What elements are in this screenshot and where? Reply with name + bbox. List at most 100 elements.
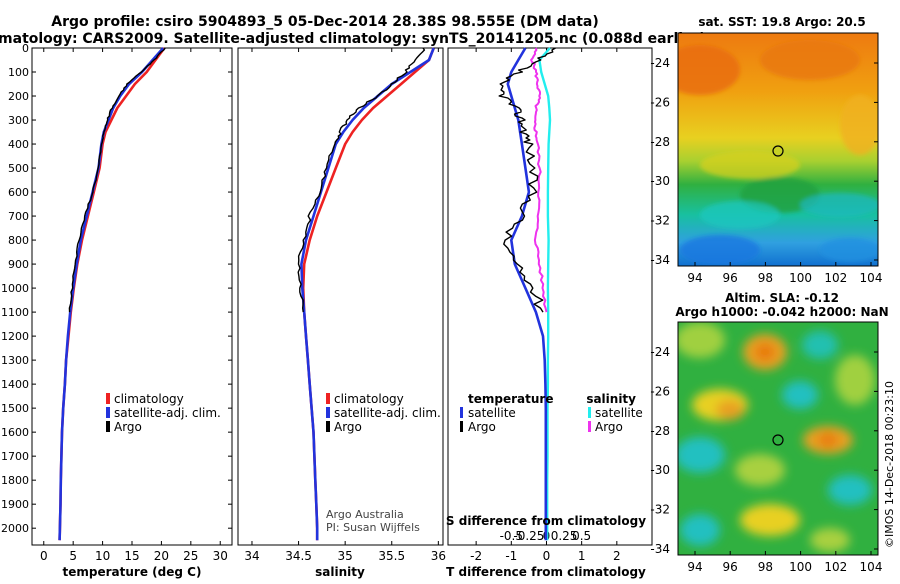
lat-tick-label: -26 xyxy=(650,384,670,398)
legend-swatch-argo xyxy=(106,421,110,432)
difference-panel: -2 -1 0 1 2-0.5-0.250 0.250.5 T difference fr… xyxy=(446,47,653,579)
legend-label-argo: Argo xyxy=(334,420,362,434)
lon-tick-label: 96 xyxy=(723,271,738,285)
lon-tick-label: 96 xyxy=(723,560,738,574)
depth-tick-label: 1700 xyxy=(1,450,29,463)
temp-satellite-line xyxy=(58,47,165,541)
lat-tick-label: -24 xyxy=(650,345,670,359)
depth-tick-label: 1100 xyxy=(1,306,29,319)
lat-tick-label: -34 xyxy=(650,253,670,267)
title-line-1: Argo profile: csiro 5904893_5 05-Dec-201… xyxy=(51,14,598,30)
x2-tick-label: -0.5 xyxy=(500,529,523,543)
x-tick-label: 35 xyxy=(338,549,353,563)
depth-tick-label: 600 xyxy=(8,186,29,199)
temperature-axes-frame xyxy=(31,47,233,546)
x-tick-label: 36 xyxy=(431,549,446,563)
lon-tick-label: 104 xyxy=(860,271,883,285)
diff-salinity-argo-line xyxy=(530,47,548,313)
legend-label-satellite: satellite-adj. clim. xyxy=(334,406,441,420)
lon-tick-label: 102 xyxy=(824,560,847,574)
difference-legend: temperature satellite Argo salinity sate… xyxy=(460,392,643,434)
difference-series xyxy=(498,47,556,541)
legend-label-argo: Argo xyxy=(114,420,142,434)
depth-tick-label: 1400 xyxy=(1,378,29,391)
lat-tick-label: -24 xyxy=(650,56,670,70)
salinity-legend: climatology satellite-adj. clim. Argo xyxy=(326,392,441,434)
sst-map: sat. SST: 19.8 Argo: 20.5 -24 -26 -28 -30 -3… xyxy=(650,15,882,285)
depth-tick-label: 100 xyxy=(8,66,29,79)
lat-tick-label: -34 xyxy=(650,542,670,556)
depth-tick-label: 500 xyxy=(8,162,29,175)
x-tick-label: -2 xyxy=(470,549,482,563)
x-tick-label: 10 xyxy=(95,549,110,563)
legend-salinity-title: salinity xyxy=(586,392,636,406)
depth-tick-label: 900 xyxy=(8,258,29,271)
temperature-legend: climatology satellite-adj. clim. Argo xyxy=(106,392,221,434)
legend-swatch-satellite xyxy=(106,407,110,418)
difference-xlabel: T difference from climatology xyxy=(446,565,646,579)
legend-label-satellite: satellite-adj. clim. xyxy=(114,406,221,420)
depth-tick-label: 0 xyxy=(22,42,29,55)
depth-tick-label: 1000 xyxy=(1,282,29,295)
x-tick-label: 15 xyxy=(124,549,139,563)
depth-tick-label: 1500 xyxy=(1,402,29,415)
lat-tick-label: -28 xyxy=(650,424,670,438)
lon-tick-label: 98 xyxy=(758,271,773,285)
salinity-axes-frame xyxy=(237,47,444,546)
sal-argo-line xyxy=(297,47,426,313)
altimetry-map-title-1: Altim. SLA: -0.12 xyxy=(725,291,839,305)
depth-tick-label: 400 xyxy=(8,138,29,151)
x2-tick-label: -0.25 xyxy=(513,529,544,543)
depth-tick-label: 700 xyxy=(8,210,29,223)
lon-tick-label: 100 xyxy=(789,560,812,574)
depth-tick-label: 2000 xyxy=(1,522,29,535)
lon-tick-label: 94 xyxy=(687,271,702,285)
lon-tick-label: 102 xyxy=(824,271,847,285)
sst-map-image xyxy=(678,33,878,266)
lon-tick-label: 94 xyxy=(687,560,702,574)
legend-swatch-climatology xyxy=(106,393,110,404)
x-tick-label: 1 xyxy=(578,549,586,563)
lat-tick-label: -32 xyxy=(650,214,670,228)
temperature-xlabel: temperature (deg C) xyxy=(63,565,202,579)
x-tick-label: 0 xyxy=(543,549,551,563)
altimetry-map-title-2: Argo h1000: -0.042 h2000: NaN xyxy=(675,305,888,319)
sst-map-title: sat. SST: 19.8 Argo: 20.5 xyxy=(698,15,865,29)
sst-map-frame xyxy=(677,32,879,267)
salinity-panel: 34 34.5 35 35.5 36 salinity climatology sate… xyxy=(237,47,446,579)
x-tick-label: 25 xyxy=(183,549,198,563)
x-tick-label: 34 xyxy=(244,549,259,563)
legend-swatch-climatology xyxy=(326,393,330,404)
x-tick-label: 0 xyxy=(40,549,48,563)
salinity-xlabel: salinity xyxy=(315,565,365,579)
float-position-marker-sst xyxy=(772,145,784,157)
depth-tick-label: 1600 xyxy=(1,426,29,439)
legend-label-climatology: climatology xyxy=(334,392,404,406)
legend-swatch-temp-argo xyxy=(460,421,463,432)
x-tick-label: 34.5 xyxy=(285,549,312,563)
credit-line-1: Argo Australia xyxy=(326,508,404,521)
x2-tick-label: 0.25 xyxy=(551,529,578,543)
x2-tick-label: 0.5 xyxy=(572,529,591,543)
diff-salinity-satellite-line xyxy=(538,47,552,541)
credit-line-2: PI: Susan Wijffels xyxy=(326,521,420,534)
salinity-x-axis: 34 34.5 35 35.5 36 xyxy=(244,48,446,563)
lat-tick-label: -30 xyxy=(650,174,670,188)
legend-temperature-title: temperature xyxy=(468,392,553,406)
depth-tick-label: 200 xyxy=(8,90,29,103)
legend-label-climatology: climatology xyxy=(114,392,184,406)
lon-tick-label: 104 xyxy=(860,560,883,574)
depth-tick-label: 300 xyxy=(8,114,29,127)
lat-tick-label: -30 xyxy=(650,463,670,477)
lat-tick-label: -26 xyxy=(650,95,670,109)
altimetry-map-axes: -24 -26 -28 -30 -32 -34 94 96 98 100 102 104 xyxy=(650,345,882,574)
legend-label-temp-satellite: satellite xyxy=(468,406,516,420)
legend-label-sal-satellite: satellite xyxy=(595,406,643,420)
lon-tick-label: 98 xyxy=(758,560,773,574)
x-tick-label: 30 xyxy=(213,549,228,563)
x-tick-label: -1 xyxy=(505,549,517,563)
altimetry-map-image xyxy=(678,322,878,555)
x-tick-label: 2 xyxy=(613,549,621,563)
temp-argo-line xyxy=(68,47,166,313)
